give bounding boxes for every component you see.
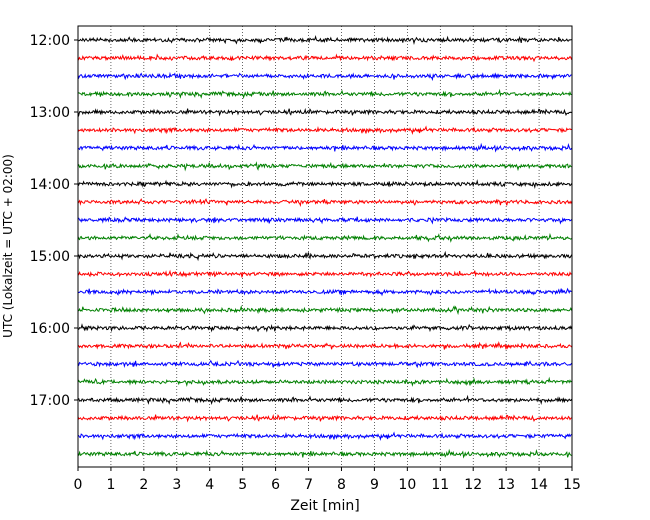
trace-1715 <box>77 413 572 423</box>
trace-1730 <box>77 431 572 441</box>
y-tick-label: 12:00 <box>30 33 70 49</box>
trace-1515 <box>77 269 572 278</box>
y-axis-label: UTC (Lokalzeit = UTC + 02:00) <box>1 154 15 338</box>
trace-1200 <box>77 35 572 46</box>
trace-1245 <box>77 88 572 99</box>
x-tick-label: 11 <box>431 477 449 493</box>
trace-1630 <box>77 359 573 369</box>
trace-1400 <box>77 179 573 189</box>
y-axis-ticks: 12:00 13:00 14:00 15:00 16:00 17:00 <box>30 33 78 409</box>
trace-1215 <box>77 53 573 63</box>
trace-1500 <box>77 250 573 262</box>
trace-1345 <box>77 161 572 172</box>
trace-1615 <box>77 340 573 350</box>
trace-1300 <box>77 107 572 117</box>
trace-1330 <box>77 142 573 153</box>
x-tick-label: 14 <box>530 477 548 493</box>
x-tick-label: 6 <box>271 477 280 493</box>
trace-1530 <box>77 287 572 297</box>
y-tick-label: 16:00 <box>30 321 70 337</box>
x-tick-label: 13 <box>497 477 515 493</box>
x-tick-label: 15 <box>563 477 581 493</box>
x-tick-label: 3 <box>172 477 181 493</box>
y-tick-label: 13:00 <box>30 105 70 121</box>
x-tick-label: 10 <box>398 477 416 493</box>
x-tick-label: 2 <box>139 477 148 493</box>
trace-1545 <box>77 304 573 316</box>
trace-1415 <box>77 198 573 208</box>
y-tick-label: 15:00 <box>30 249 70 265</box>
y-tick-label: 17:00 <box>30 393 70 409</box>
trace-1745 <box>77 448 572 459</box>
x-tick-label: 12 <box>464 477 482 493</box>
trace-1315 <box>77 125 572 135</box>
seismic-traces <box>77 35 573 459</box>
trace-1445 <box>77 232 572 243</box>
x-tick-label: 7 <box>304 477 313 493</box>
trace-1600 <box>77 323 573 333</box>
trace-1700 <box>77 394 573 405</box>
x-tick-label: 0 <box>74 477 83 493</box>
x-axis-label: Zeit [min] <box>290 498 359 514</box>
y-tick-label: 14:00 <box>30 177 70 193</box>
trace-1645 <box>77 376 572 388</box>
x-tick-label: 9 <box>370 477 379 493</box>
x-tick-label: 8 <box>337 477 346 493</box>
x-tick-label: 5 <box>238 477 247 493</box>
trace-1430 <box>77 216 572 225</box>
x-axis-ticks: 0 1 2 3 4 5 6 7 8 9 10 11 12 13 14 15 <box>74 467 581 493</box>
trace-1230 <box>77 71 572 82</box>
x-tick-label: 4 <box>205 477 214 493</box>
plot-frame <box>77 25 573 468</box>
x-tick-label: 1 <box>106 477 115 493</box>
